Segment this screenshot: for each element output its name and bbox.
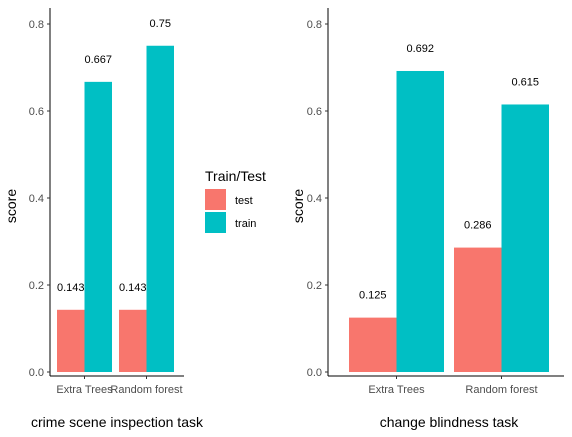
y-tick-label: 0.6 (29, 106, 44, 118)
bar-test-extra-trees (57, 309, 85, 372)
data-label-train-random-forest: 0.615 (511, 76, 539, 88)
legend-label-train: train (235, 218, 256, 230)
data-label-test-extra-trees: 0.125 (359, 290, 387, 302)
x-tick-label: Random forest (465, 384, 537, 396)
data-label-test-extra-trees: 0.143 (57, 282, 85, 294)
chart-panel-crime-scene: 0.143 0.667 0.143 0.75 0.0 0.2 0.4 0.6 0.8 Extr… (3, 8, 204, 430)
legend-key-test (205, 189, 226, 210)
y-tick-label: 0.8 (307, 19, 322, 31)
y-tick-label: 0.8 (29, 19, 44, 31)
x-tick-label: Extra Trees (56, 384, 113, 396)
chart-panel-change-blindness: 0.125 0.692 0.286 0.615 0.0 0.2 0.4 0.6 0.8 Ext… (290, 8, 564, 430)
y-tick-label: 0.4 (307, 193, 322, 205)
bar-train-random-forest (501, 104, 549, 372)
data-label-test-random-forest: 0.143 (119, 282, 147, 294)
bar-train-extra-trees (84, 81, 112, 372)
legend-label-test: test (235, 195, 253, 207)
y-tick-label: 0.2 (307, 280, 322, 292)
x-ticks-group: Extra Trees Random forest (368, 376, 538, 396)
x-axis-title: crime scene inspection task (31, 414, 204, 430)
y-tick-label: 0.6 (307, 106, 322, 118)
y-axis-title: score (290, 189, 306, 223)
bar-test-extra-trees (349, 317, 397, 372)
legend-key-train (205, 212, 226, 233)
data-labels-group: 0.125 0.692 0.286 0.615 (359, 43, 539, 302)
data-label-train-extra-trees: 0.692 (406, 43, 434, 55)
y-ticks-group: 0.0 0.2 0.4 0.6 0.8 (307, 19, 328, 379)
legend: Train/Test test train (205, 168, 266, 233)
y-axis-title: score (3, 189, 19, 223)
y-tick-label: 0.2 (29, 280, 44, 292)
bar-train-extra-trees (396, 70, 444, 372)
x-axis-title: change blindness task (380, 414, 520, 430)
bars-group (57, 45, 174, 372)
y-tick-label: 0.0 (307, 367, 322, 379)
data-label-train-random-forest: 0.75 (150, 18, 171, 30)
data-label-test-random-forest: 0.286 (464, 220, 492, 232)
y-ticks-group: 0.0 0.2 0.4 0.6 0.8 (29, 19, 50, 379)
bar-test-random-forest (454, 247, 502, 372)
data-labels-group: 0.143 0.667 0.143 0.75 (57, 18, 171, 294)
x-tick-label: Extra Trees (368, 384, 425, 396)
legend-title: Train/Test (205, 168, 266, 184)
bar-train-random-forest (146, 45, 174, 372)
y-tick-label: 0.4 (29, 193, 44, 205)
x-tick-label: Random forest (110, 384, 182, 396)
data-label-train-extra-trees: 0.667 (84, 54, 112, 66)
bar-test-random-forest (119, 309, 147, 372)
y-tick-label: 0.0 (29, 367, 44, 379)
bars-group (349, 70, 549, 372)
